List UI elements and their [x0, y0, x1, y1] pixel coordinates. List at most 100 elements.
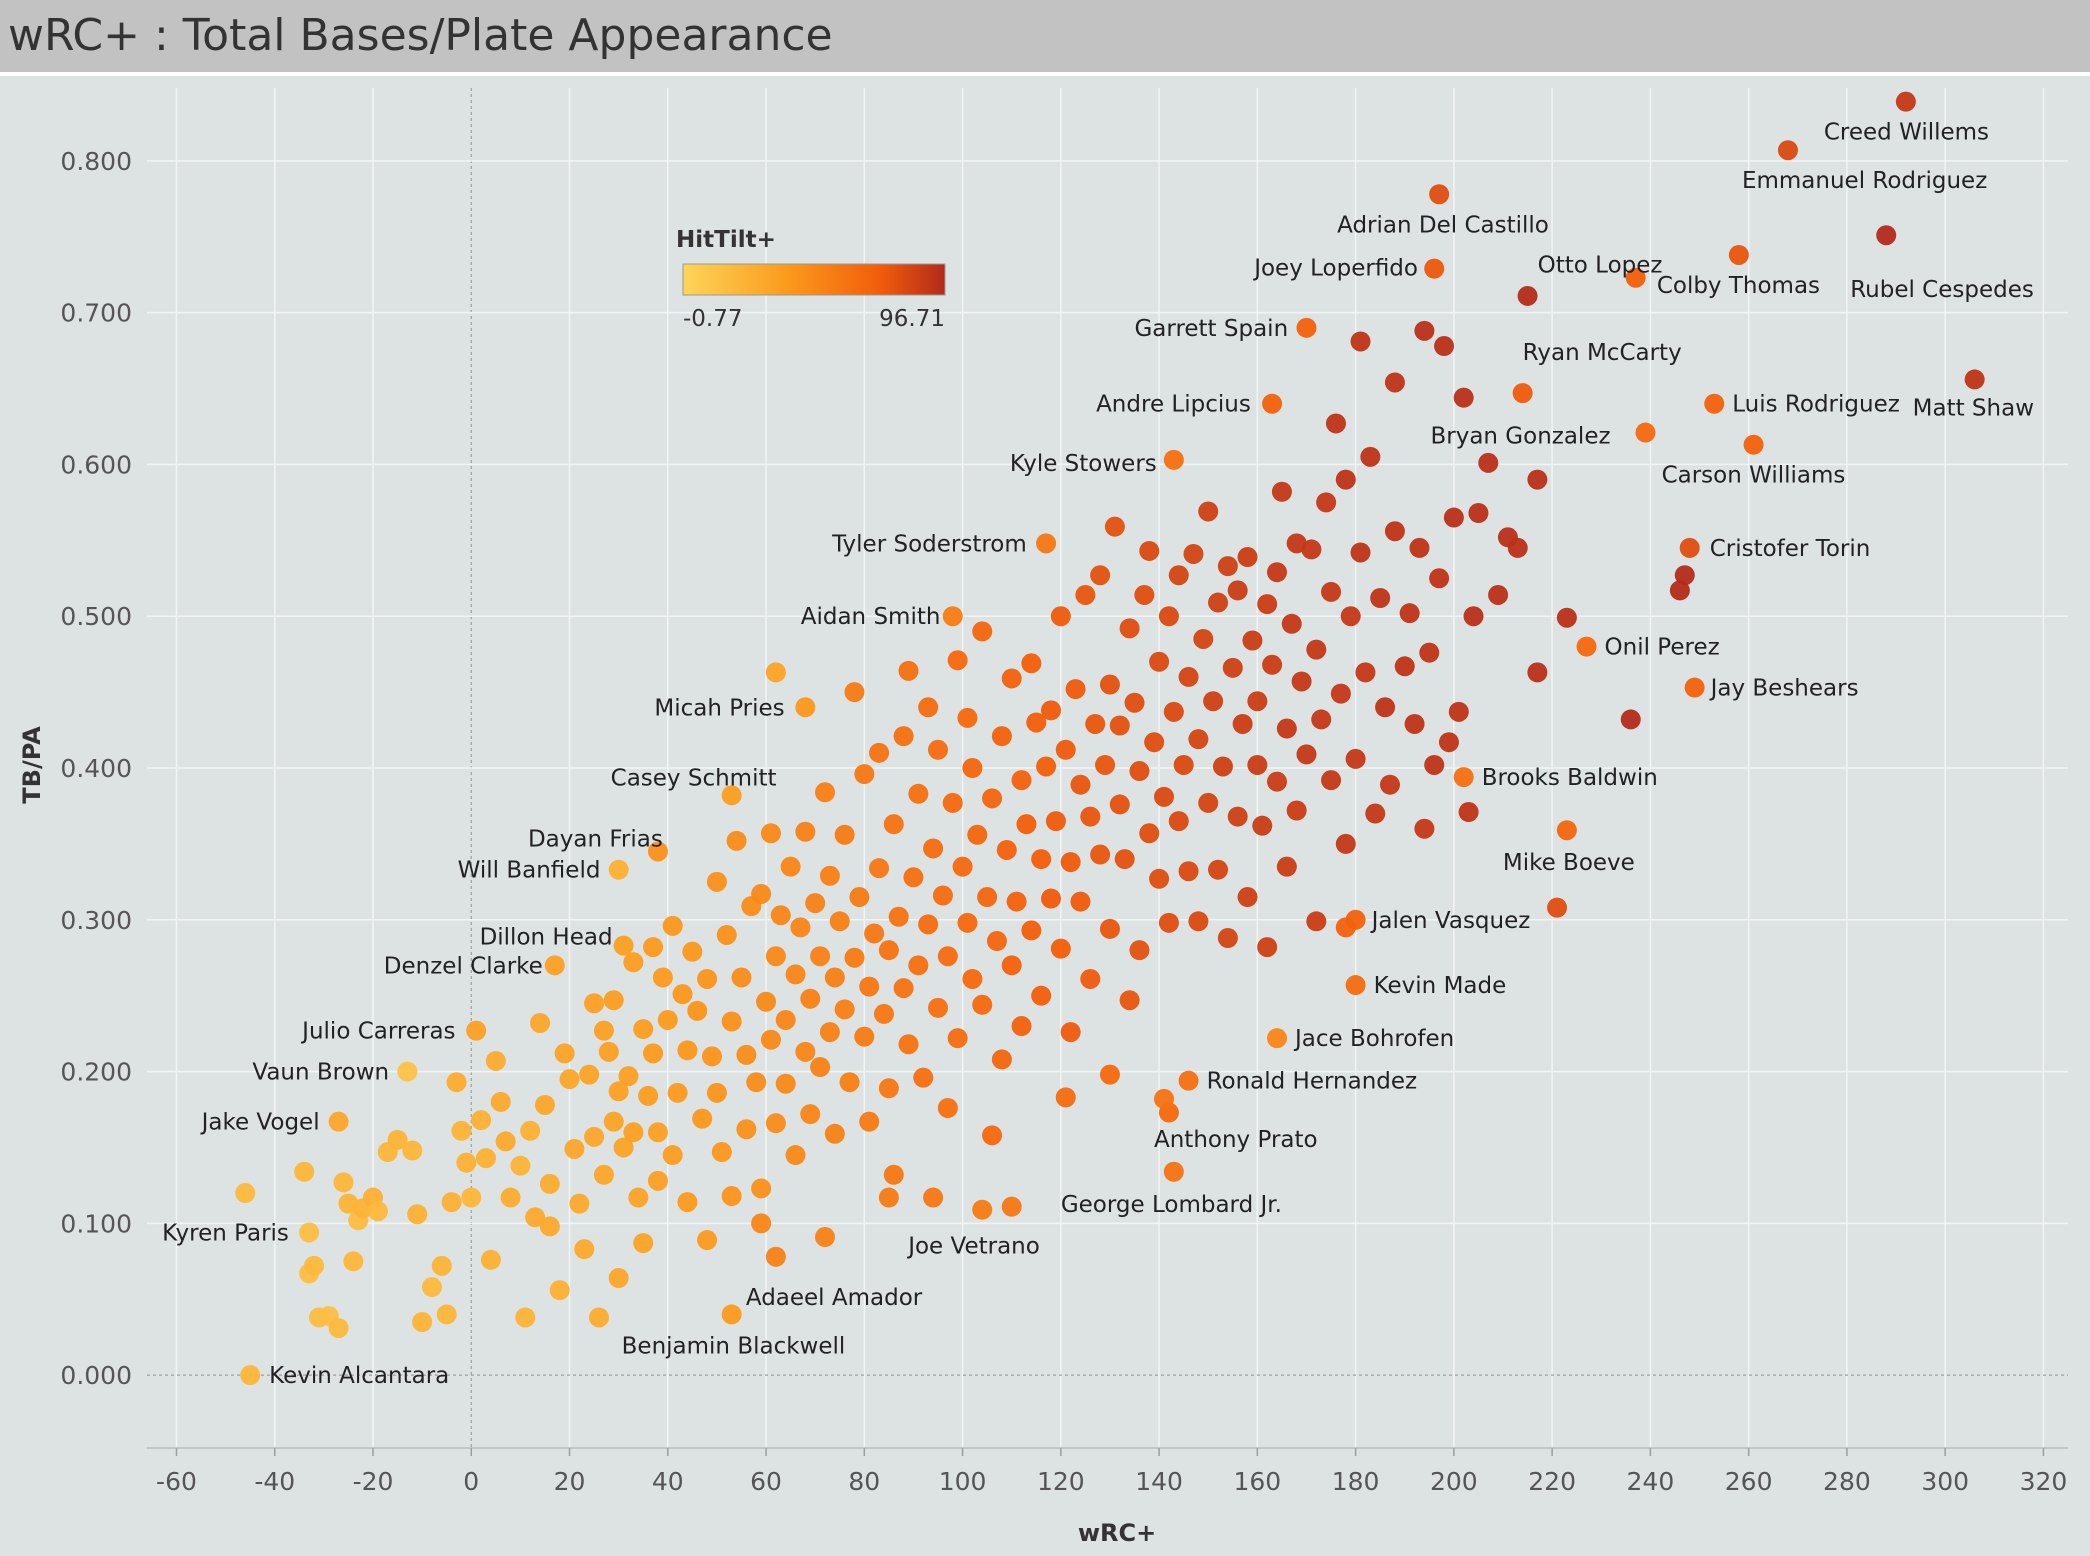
point-label: Jalen Vasquez	[1370, 908, 1531, 934]
data-point	[859, 976, 880, 997]
data-point-labeled	[1964, 369, 1985, 390]
data-point	[1414, 818, 1435, 839]
data-point	[918, 697, 939, 718]
data-point	[1016, 814, 1037, 835]
data-point	[618, 1066, 639, 1087]
y-axis-title: TB/PA	[18, 726, 46, 804]
data-point	[1335, 469, 1356, 490]
data-point	[1109, 715, 1130, 736]
data-point	[1340, 606, 1361, 627]
data-point-labeled	[1728, 244, 1749, 265]
point-label: Creed Willems	[1824, 120, 1989, 146]
data-point	[883, 814, 904, 835]
data-point	[1129, 940, 1150, 961]
data-point	[480, 1249, 501, 1270]
point-labels: Creed Willems Emmanuel Rodriguez Adrian De…	[162, 120, 2034, 1389]
data-point	[662, 915, 683, 936]
legend-gradient-bar	[682, 263, 946, 296]
point-label: Casey Schmitt	[611, 765, 777, 791]
data-point	[1060, 852, 1081, 873]
point-label: George Lombard Jr.	[1061, 1192, 1282, 1218]
data-point	[1158, 606, 1179, 627]
data-point	[746, 1072, 767, 1093]
x-tick-label: -60	[156, 1467, 197, 1496]
point-label: Joe Vetrano	[906, 1234, 1040, 1260]
point-label: Dayan Frias	[528, 826, 663, 852]
data-point	[1212, 756, 1233, 777]
data-point	[775, 1073, 796, 1094]
data-point	[1095, 754, 1116, 775]
data-point	[446, 1072, 467, 1093]
point-label: Luis Rodriguez	[1732, 392, 1900, 418]
data-point	[829, 911, 850, 932]
data-point	[1242, 630, 1263, 651]
data-point	[893, 978, 914, 999]
data-point	[1080, 968, 1101, 989]
point-label: Tyler Soderstrom	[831, 531, 1027, 557]
x-tick-label: 20	[554, 1467, 586, 1496]
data-point	[490, 1091, 511, 1112]
data-point	[1448, 701, 1469, 722]
data-point	[1321, 770, 1342, 791]
data-point	[1134, 584, 1155, 605]
data-point	[957, 707, 978, 728]
data-point	[367, 1201, 388, 1222]
y-tick-label: 0.700	[60, 299, 132, 328]
data-point	[1262, 654, 1283, 675]
data-point-labeled	[1163, 1161, 1184, 1182]
data-point-labeled	[1345, 909, 1366, 930]
data-point	[1345, 748, 1366, 769]
data-point	[697, 1230, 718, 1251]
x-tick-label: 0	[463, 1467, 479, 1496]
data-point	[515, 1307, 536, 1328]
point-label: Brooks Baldwin	[1482, 765, 1658, 791]
data-point	[1370, 588, 1391, 608]
data-point	[628, 1187, 649, 1208]
data-point	[1193, 628, 1214, 649]
data-point	[1296, 744, 1317, 765]
data-point	[1267, 771, 1287, 792]
data-point-labeled	[1876, 225, 1897, 246]
data-point	[1178, 861, 1199, 882]
data-point	[1350, 542, 1371, 563]
data-point	[559, 1069, 580, 1090]
data-point	[1458, 802, 1479, 823]
point-label: Kevin Made	[1374, 973, 1507, 999]
data-point	[1090, 844, 1111, 865]
data-point	[908, 955, 929, 976]
data-point	[534, 1094, 555, 1115]
data-point	[1355, 662, 1376, 683]
data-point	[1188, 729, 1209, 750]
data-point	[643, 937, 664, 958]
legend-min-label: -0.77	[683, 306, 743, 332]
data-point	[923, 838, 944, 859]
point-label: Julio Carreras	[300, 1019, 455, 1045]
x-tick-label: -20	[353, 1467, 394, 1496]
data-point	[421, 1277, 442, 1298]
data-point	[1674, 565, 1695, 586]
data-point	[815, 1227, 835, 1248]
data-point	[485, 1050, 506, 1071]
data-point	[839, 1072, 860, 1093]
x-tick-label: 40	[652, 1467, 684, 1496]
data-point	[1139, 823, 1160, 844]
data-point	[1075, 584, 1096, 605]
data-point	[1443, 507, 1464, 528]
data-point	[819, 865, 840, 886]
data-point	[1139, 540, 1160, 561]
x-tick-label: 200	[1430, 1467, 1478, 1496]
data-point	[554, 1043, 575, 1064]
data-point	[1198, 792, 1219, 813]
data-point	[1507, 537, 1528, 558]
data-point	[785, 1145, 806, 1166]
data-point	[834, 999, 855, 1020]
data-point-labeled	[1154, 1088, 1174, 1109]
data-point	[932, 885, 953, 906]
data-point	[878, 940, 899, 961]
point-label: Ronald Hernandez	[1207, 1069, 1418, 1095]
data-point	[495, 1131, 516, 1152]
point-label: Andre Lipcius	[1096, 392, 1251, 418]
point-label: Joey Loperfido	[1252, 256, 1418, 282]
data-point	[1119, 990, 1140, 1011]
data-point	[1409, 537, 1430, 558]
